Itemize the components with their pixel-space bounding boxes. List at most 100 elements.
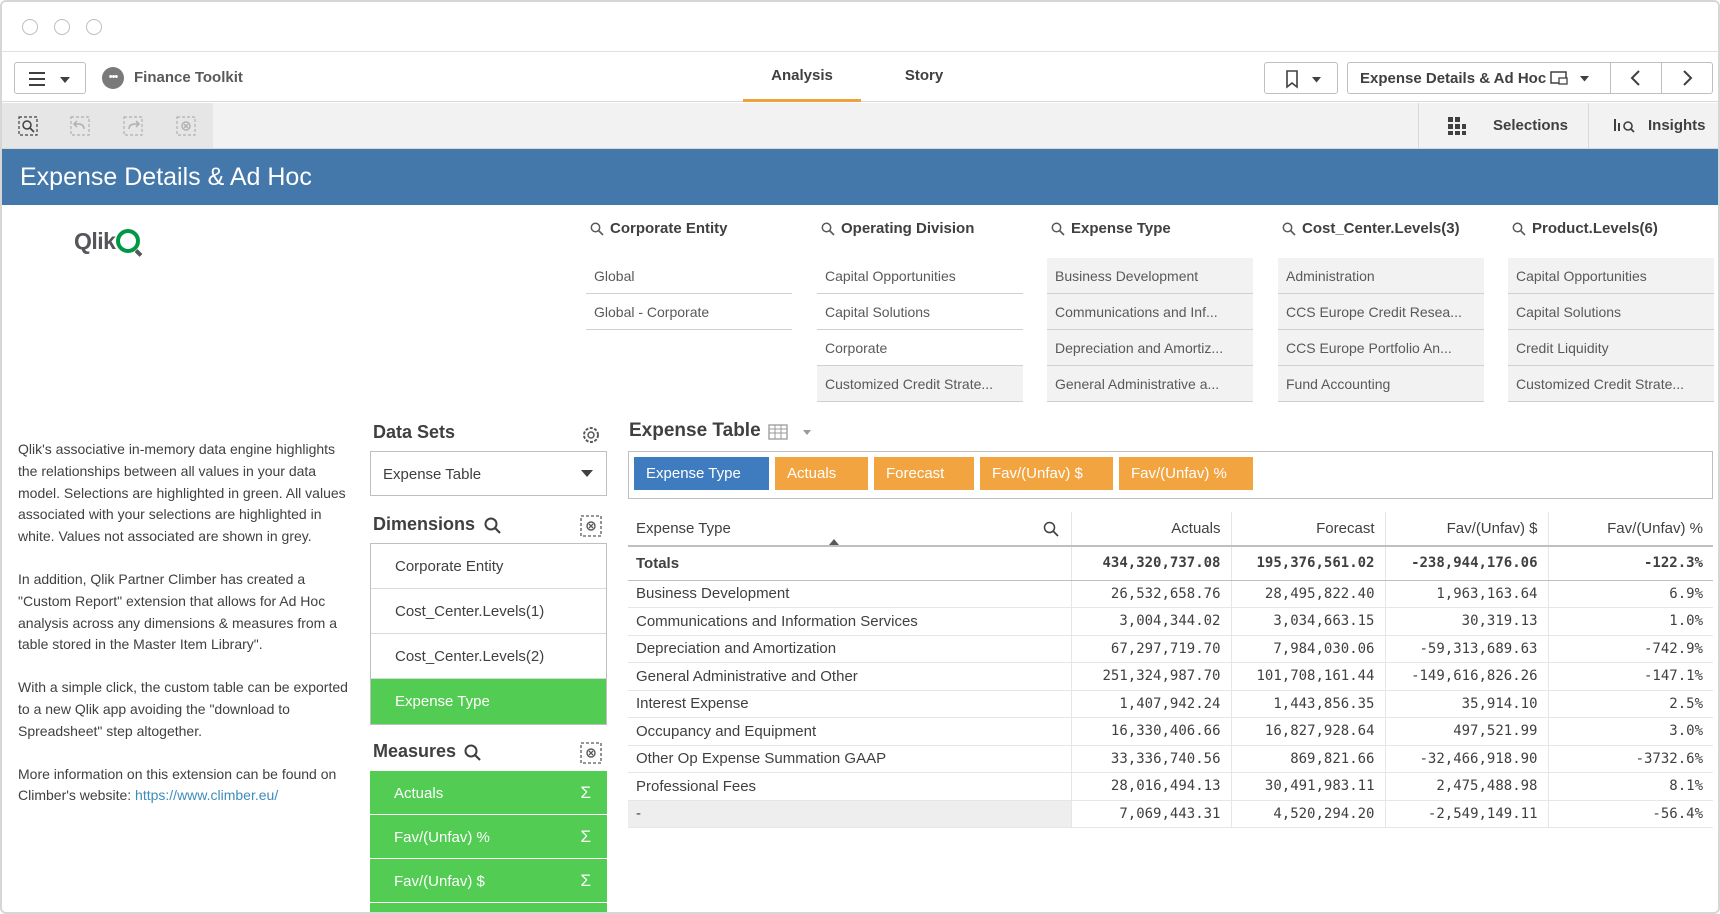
- sheet-list-icon[interactable]: [1548, 63, 1598, 93]
- app-icon: •••: [102, 67, 124, 89]
- column-header-expense-type[interactable]: Expense Type: [628, 512, 1071, 547]
- gear-icon[interactable]: [580, 424, 602, 446]
- window-maximize-button[interactable]: [86, 19, 102, 35]
- smart-search-icon[interactable]: [18, 116, 38, 136]
- dimension-item[interactable]: Corporate Entity: [371, 544, 606, 589]
- table-row[interactable]: Other Op Expense Summation GAAP 33,336,74…: [628, 745, 1713, 773]
- measure-item[interactable]: Actuals Σ: [370, 771, 607, 815]
- dimension-chip[interactable]: Expense Type: [634, 457, 769, 490]
- filter-item[interactable]: Capital Opportunities: [817, 258, 1023, 294]
- search-icon[interactable]: [464, 744, 482, 762]
- measure-item[interactable]: Fav/(Unfav) % Σ: [370, 815, 607, 859]
- cell-expense-type[interactable]: -: [628, 800, 1071, 828]
- table-row[interactable]: Depreciation and Amortization 67,297,719.…: [628, 635, 1713, 663]
- filter-header[interactable]: Cost_Center.Levels(3): [1278, 220, 1484, 244]
- table-row[interactable]: Communications and Information Services 3…: [628, 607, 1713, 636]
- table-row[interactable]: Business Development 26,532,658.76 28,495,…: [628, 580, 1713, 608]
- filter-expense-type: Expense Type Business Development Commun…: [1047, 220, 1253, 402]
- search-icon: [1282, 222, 1296, 236]
- cell-expense-type[interactable]: General Administrative and Other: [628, 662, 1071, 691]
- filter-item[interactable]: General Administrative a...: [1047, 366, 1253, 402]
- filter-item[interactable]: Capital Solutions: [817, 294, 1023, 330]
- current-sheet-label[interactable]: Expense Details & Ad Hoc: [1360, 70, 1547, 87]
- cell-expense-type[interactable]: Occupancy and Equipment: [628, 717, 1071, 746]
- clear-all-selections-icon[interactable]: [176, 116, 196, 136]
- filter-item[interactable]: CCS Europe Portfolio An...: [1278, 330, 1484, 366]
- step-back-icon[interactable]: [70, 116, 90, 136]
- table-view-icon[interactable]: [768, 422, 814, 442]
- dimension-item[interactable]: Cost_Center.Levels(2): [371, 634, 606, 679]
- cell-expense-type[interactable]: Other Op Expense Summation GAAP: [628, 745, 1071, 773]
- measure-label: Fav/(Unfav) %: [394, 829, 490, 846]
- cell-value: 6.9%: [1547, 580, 1713, 608]
- filter-item[interactable]: Depreciation and Amortiz...: [1047, 330, 1253, 366]
- column-header-fav-unfav-dollar[interactable]: Fav/(Unfav) $: [1384, 512, 1548, 547]
- measure-chip[interactable]: Fav/(Unfav) %: [1119, 457, 1253, 490]
- column-header-label: Expense Type: [636, 520, 731, 537]
- measure-chip[interactable]: Actuals: [775, 457, 868, 490]
- cell-value: 3,034,663.15: [1230, 607, 1385, 636]
- insights-tab[interactable]: Insights: [1588, 103, 1718, 148]
- window-minimize-button[interactable]: [54, 19, 70, 35]
- column-header-fav-unfav-percent[interactable]: Fav/(Unfav) %: [1547, 512, 1713, 547]
- filter-item[interactable]: Business Development: [1047, 258, 1253, 294]
- cell-expense-type[interactable]: Business Development: [628, 580, 1071, 608]
- table-row[interactable]: -7,069,443.31 4,520,294.20 -2,549,149.11 -5…: [628, 800, 1713, 828]
- filter-item[interactable]: Capital Opportunities: [1508, 258, 1714, 294]
- filter-header[interactable]: Product.Levels(6): [1508, 220, 1714, 244]
- description-paragraph: Qlik's associative in-memory data engine…: [18, 441, 346, 545]
- search-icon[interactable]: [484, 517, 502, 535]
- data-set-dropdown[interactable]: Expense Table: [370, 451, 607, 496]
- filter-header[interactable]: Expense Type: [1047, 220, 1253, 244]
- cell-expense-type[interactable]: Depreciation and Amortization: [628, 635, 1071, 663]
- dimension-item-selected[interactable]: Expense Type: [371, 679, 606, 724]
- column-header-forecast[interactable]: Forecast: [1230, 512, 1385, 547]
- clear-dimensions-icon[interactable]: [580, 515, 602, 537]
- climber-website-link[interactable]: https://www.climber.eu/: [135, 787, 279, 804]
- filter-item[interactable]: Capital Solutions: [1508, 294, 1714, 330]
- filter-item[interactable]: Communications and Inf...: [1047, 294, 1253, 330]
- filter-item[interactable]: Fund Accounting: [1278, 366, 1484, 402]
- table-row[interactable]: Occupancy and Equipment 16,330,406.66 16,8…: [628, 717, 1713, 746]
- table-row[interactable]: Interest Expense 1,407,942.24 1,443,856.35…: [628, 690, 1713, 718]
- insights-icon: [1614, 119, 1635, 133]
- data-set-selected: Expense Table: [383, 466, 482, 483]
- table-row[interactable]: General Administrative and Other 251,324,…: [628, 662, 1713, 691]
- measure-item-partial[interactable]: [370, 903, 607, 912]
- filter-item[interactable]: Credit Liquidity: [1508, 330, 1714, 366]
- filter-item[interactable]: Administration: [1278, 258, 1484, 294]
- filter-item[interactable]: CCS Europe Credit Resea...: [1278, 294, 1484, 330]
- window-close-button[interactable]: [22, 19, 38, 35]
- bookmark-icon: [1286, 70, 1321, 89]
- tab-story[interactable]: Story: [904, 67, 944, 84]
- column-header-actuals[interactable]: Actuals: [1070, 512, 1231, 547]
- search-icon[interactable]: [1043, 521, 1059, 537]
- filter-header[interactable]: Operating Division: [817, 220, 1023, 244]
- filter-operating-division: Operating Division Capital Opportunities…: [817, 220, 1023, 402]
- cell-expense-type[interactable]: Interest Expense: [628, 690, 1071, 718]
- bookmarks-button[interactable]: [1264, 62, 1338, 94]
- selections-tab[interactable]: Selections: [1418, 103, 1588, 148]
- cell-expense-type[interactable]: Professional Fees: [628, 772, 1071, 801]
- filter-item[interactable]: Global - Corporate: [586, 294, 792, 330]
- measure-chip[interactable]: Fav/(Unfav) $: [980, 457, 1113, 490]
- totals-forecast: 195,376,561.02: [1230, 546, 1385, 581]
- filter-item[interactable]: Customized Credit Strate...: [1508, 366, 1714, 402]
- filter-item[interactable]: Global: [586, 258, 792, 294]
- filter-header[interactable]: Corporate Entity: [586, 220, 792, 244]
- clear-measures-icon[interactable]: [580, 742, 602, 764]
- dimension-item[interactable]: Cost_Center.Levels(1): [371, 589, 606, 634]
- cell-value: 3.0%: [1547, 717, 1713, 746]
- previous-sheet-icon[interactable]: [1611, 63, 1661, 93]
- measure-item[interactable]: Fav/(Unfav) $ Σ: [370, 859, 607, 903]
- filter-item[interactable]: Corporate: [817, 330, 1023, 366]
- measure-chip[interactable]: Forecast: [874, 457, 974, 490]
- global-menu-button[interactable]: [14, 62, 86, 94]
- next-sheet-icon[interactable]: [1662, 63, 1712, 93]
- tab-analysis[interactable]: Analysis: [743, 53, 861, 102]
- measure-label: Actuals: [394, 785, 444, 802]
- step-forward-icon[interactable]: [123, 116, 143, 136]
- table-row[interactable]: Professional Fees 28,016,494.13 30,491,983…: [628, 772, 1713, 801]
- cell-expense-type[interactable]: Communications and Information Services: [628, 607, 1071, 636]
- filter-item[interactable]: Customized Credit Strate...: [817, 366, 1023, 402]
